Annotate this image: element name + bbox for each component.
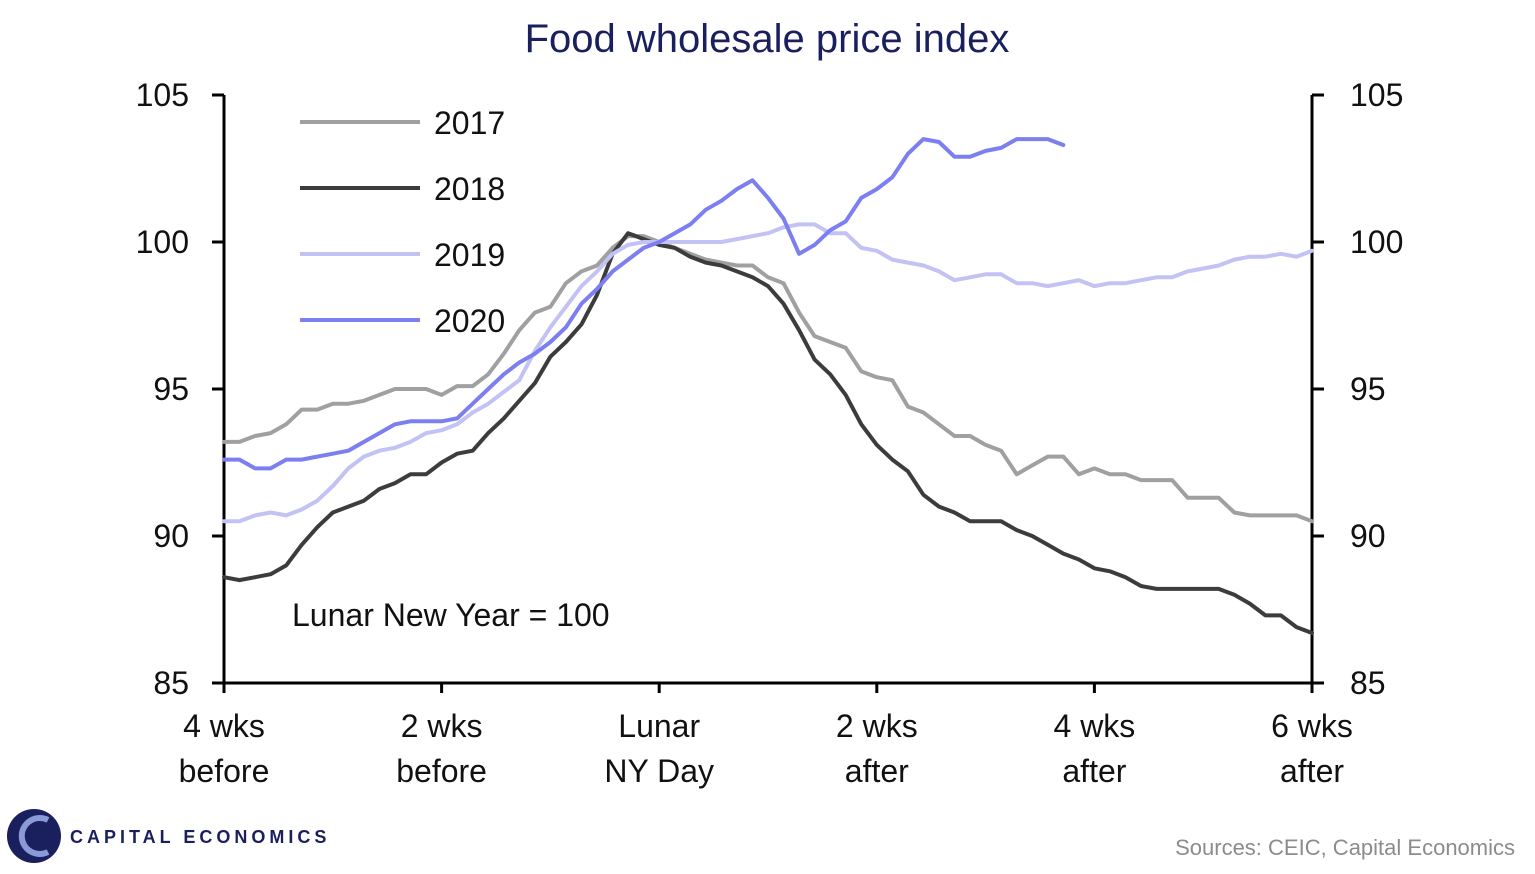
x-tick-label-line1: 4 wks (183, 708, 265, 744)
chart-title: Food wholesale price index (525, 17, 1010, 61)
x-tick-label-line2: after (1062, 753, 1126, 789)
y-tick-label-right: 90 (1350, 518, 1386, 554)
legend-label-2020: 2020 (434, 303, 505, 339)
legend: 2017 2018 2019 2020 (300, 105, 505, 339)
x-tick-label-line2: after (1280, 753, 1344, 789)
axes (222, 95, 1314, 685)
x-tick-label-line2: before (396, 753, 487, 789)
logo-mark-outer (7, 809, 61, 863)
x-tick-label-line2: after (845, 753, 909, 789)
x-tick-label-line1: 6 wks (1271, 708, 1353, 744)
legend-label-2017: 2017 (434, 105, 505, 141)
y-tick-label-right: 95 (1350, 371, 1386, 407)
series-line-2018 (222, 231, 1314, 635)
y-tick-label-left: 90 (153, 518, 189, 554)
series-line-2020 (222, 137, 1066, 471)
legend-label-2019: 2019 (434, 237, 505, 273)
series-line-2017 (222, 234, 1314, 524)
x-tick-label-line1: 4 wks (1054, 708, 1136, 744)
y-tick-label-left: 85 (153, 665, 189, 701)
y-tick-label-right: 105 (1350, 77, 1403, 113)
y-tick-label-left: 100 (136, 224, 189, 260)
chart-source: Sources: CEIC, Capital Economics (1175, 835, 1515, 860)
x-tick-label-line1: Lunar (618, 708, 700, 744)
series-lines (222, 137, 1314, 635)
y-tick-label-left: 105 (136, 77, 189, 113)
legend-label-2018: 2018 (434, 171, 505, 207)
logo-mark-swoosh (18, 815, 50, 857)
chart-note: Lunar New Year = 100 (292, 597, 610, 633)
y-tick-label-right: 85 (1350, 665, 1386, 701)
x-tick-label-line2: before (179, 753, 270, 789)
x-tick-label-line1: 2 wks (836, 708, 918, 744)
y-tick-label-left: 95 (153, 371, 189, 407)
brand-name: CAPITAL ECONOMICS (70, 827, 330, 847)
x-ticks: 4 wks before 2 wks before Lunar NY Day 2 wks af… (179, 683, 1353, 789)
x-tick-label-line2: NY Day (604, 753, 714, 789)
capital-economics-logo: CAPITAL ECONOMICS (7, 809, 330, 863)
y-ticks: 105 105 100 100 95 95 90 90 85 85 (136, 77, 1404, 701)
x-tick-label-line1: 2 wks (401, 708, 483, 744)
y-tick-label-right: 100 (1350, 224, 1403, 260)
series-line-2019 (222, 222, 1314, 524)
